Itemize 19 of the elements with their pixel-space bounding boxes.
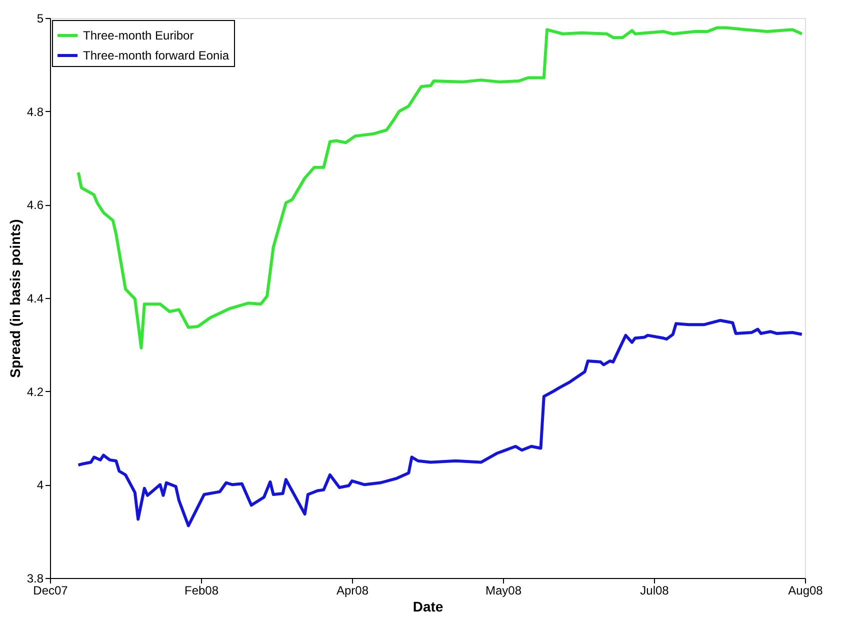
x-tick-label: May08 <box>485 584 522 598</box>
y-tick-label: 4.2 <box>26 384 44 399</box>
x-tick-label: Apr08 <box>336 584 369 598</box>
y-axis-title: Spread (in basis points) <box>6 219 23 378</box>
x-tick-label: Dec07 <box>33 584 68 598</box>
y-tick-label: 4.4 <box>26 292 44 306</box>
x-tick-label: Aug08 <box>788 584 824 598</box>
y-tick-label: 3.8 <box>26 572 44 586</box>
y-tick-label: 5 <box>36 12 44 26</box>
x-tick-label: Jul08 <box>640 584 670 598</box>
line-series <box>76 318 804 528</box>
x-axis-title: Date <box>412 598 444 614</box>
x-tick-label: Feb08 <box>184 584 219 598</box>
line-series <box>76 26 804 350</box>
y-tick-label: 4.6 <box>26 198 44 212</box>
y-tick-label: 4 <box>36 478 44 492</box>
legend-label: Three-month forward Eonia <box>83 48 230 62</box>
y-tick-label: 4.8 <box>26 104 44 119</box>
legend-label: Three-month Euribor <box>83 28 194 42</box>
